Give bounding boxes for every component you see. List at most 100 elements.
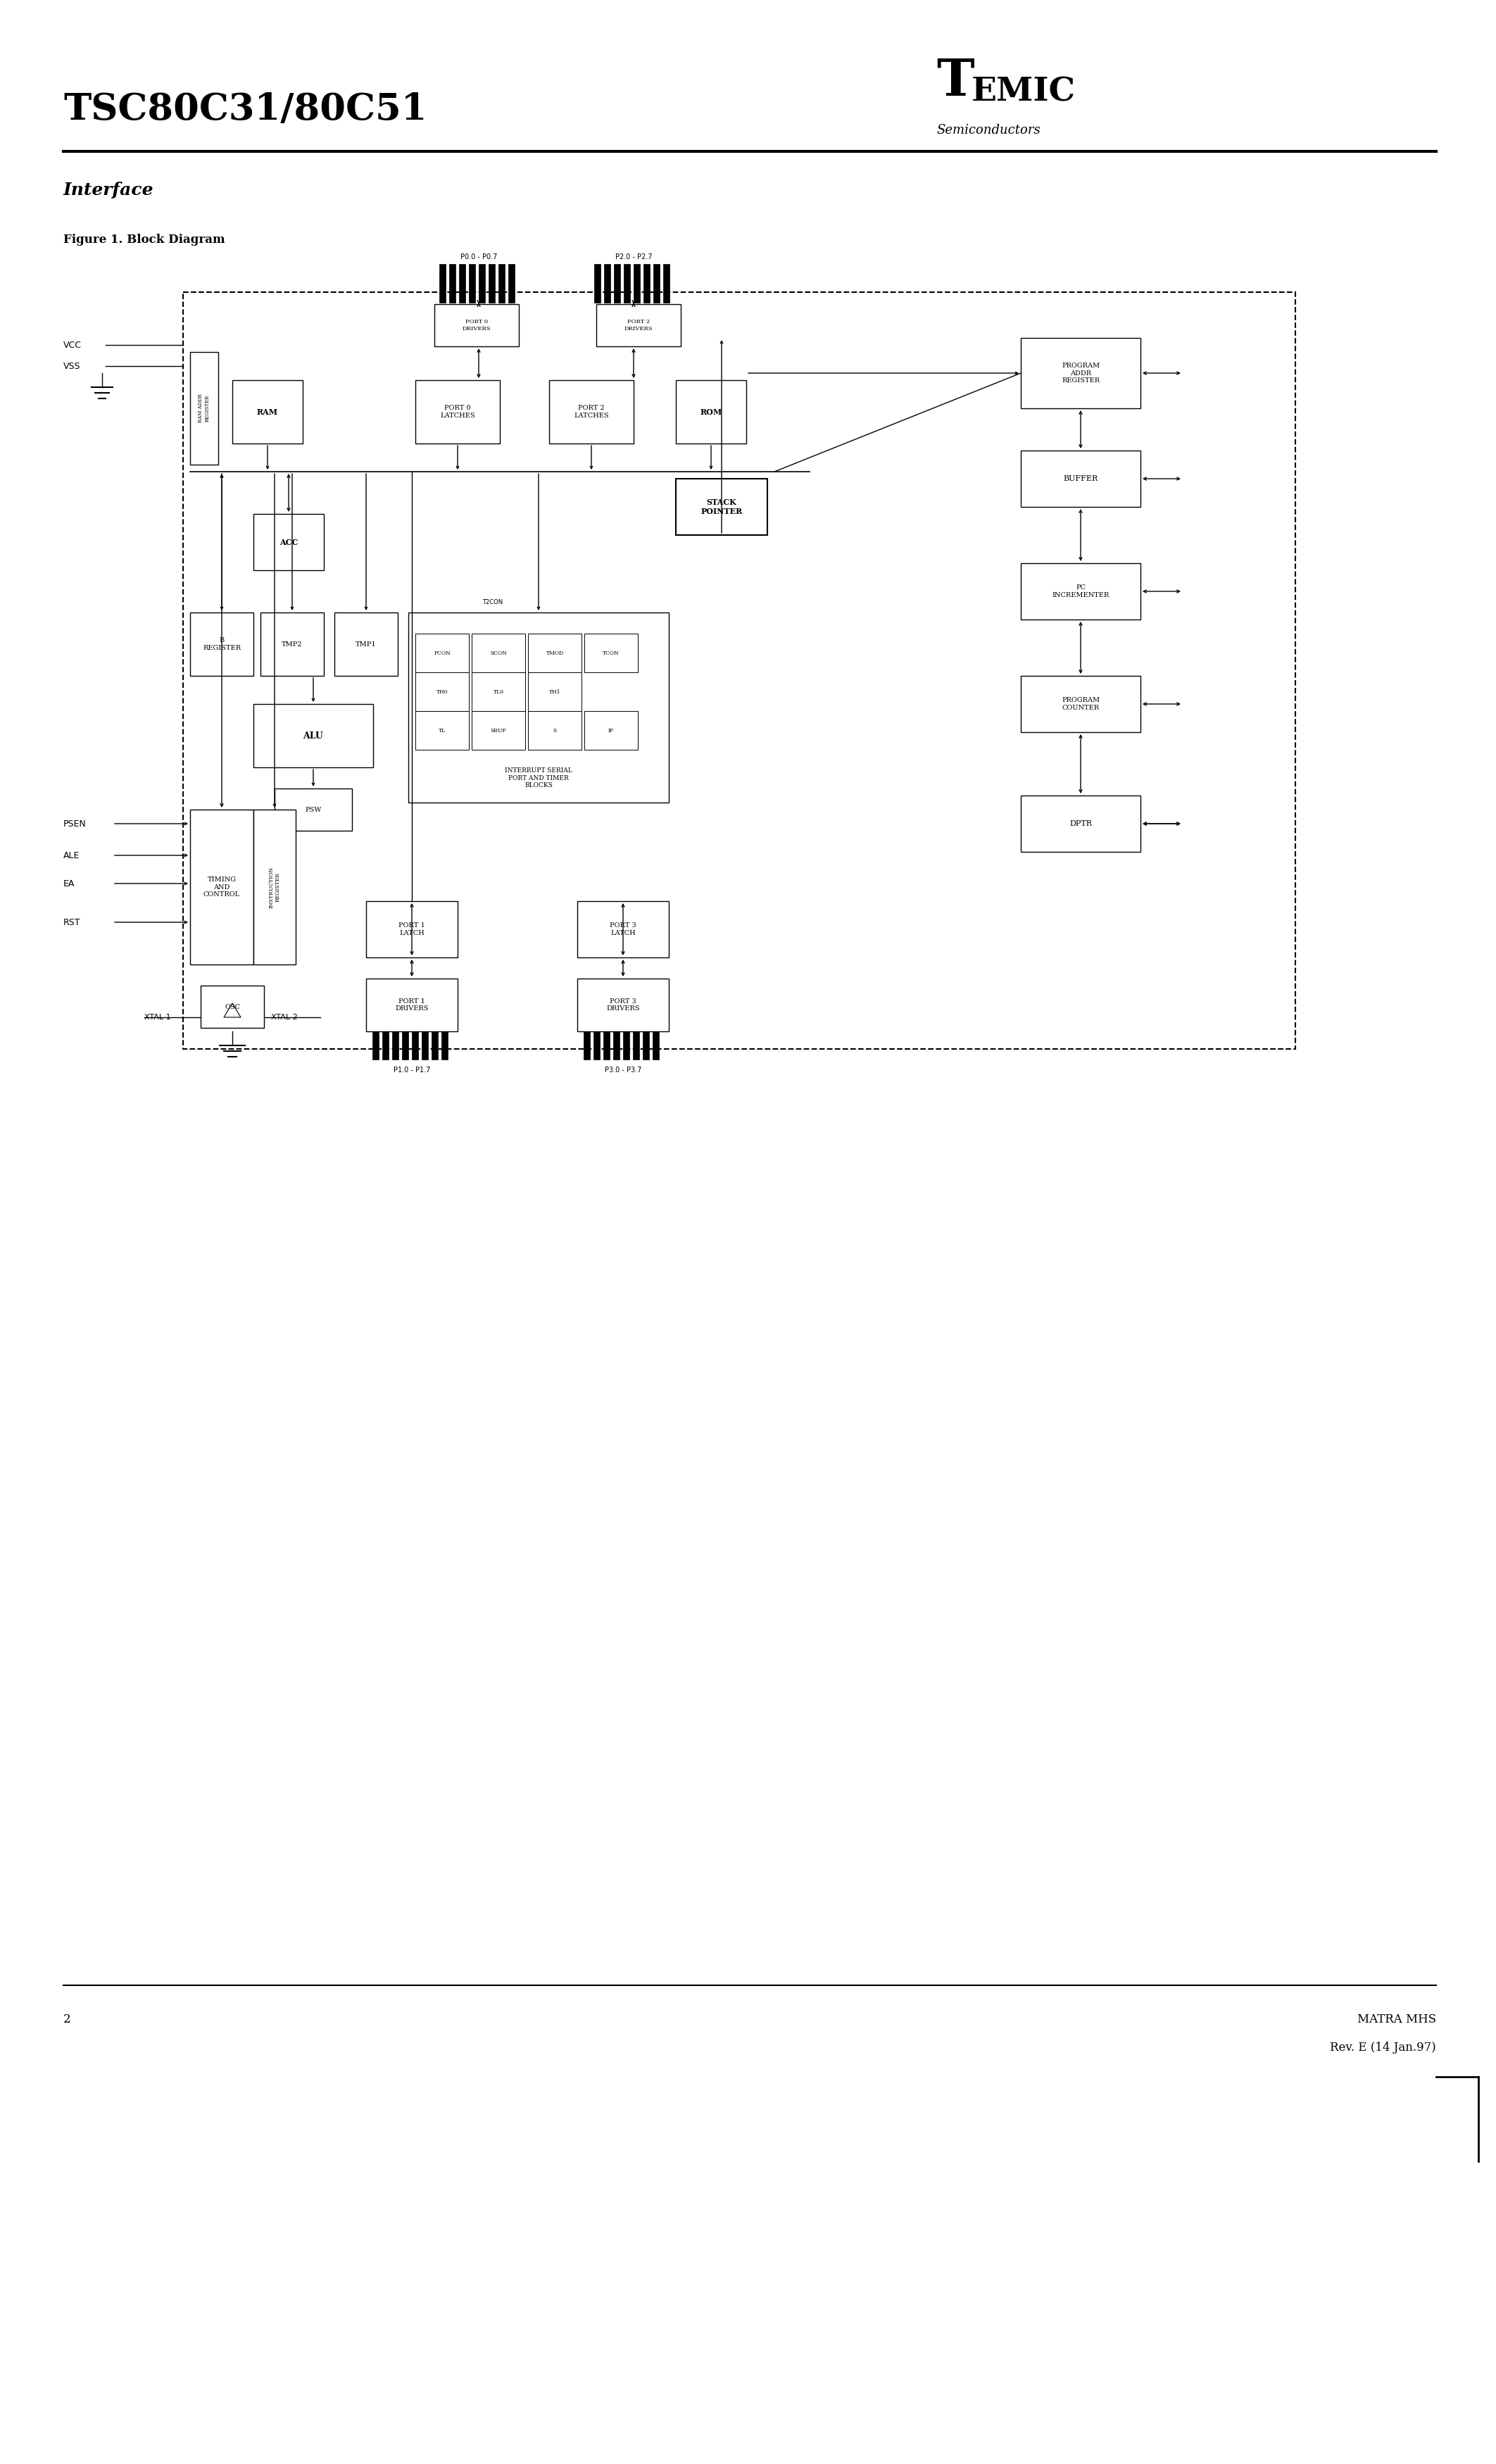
Bar — [676, 379, 747, 444]
Text: MATRA MHS: MATRA MHS — [1357, 2013, 1436, 2025]
Bar — [663, 264, 670, 303]
Bar — [275, 788, 352, 830]
Text: SBUF: SBUF — [491, 727, 506, 734]
Bar — [383, 1032, 389, 1060]
Text: PORT 3
DRIVERS: PORT 3 DRIVERS — [606, 998, 640, 1013]
Bar — [577, 978, 669, 1032]
Bar — [392, 1032, 398, 1060]
Text: ROM: ROM — [700, 409, 723, 416]
Text: T2CON: T2CON — [483, 599, 503, 606]
Bar — [613, 264, 621, 303]
Bar — [597, 303, 681, 347]
Bar — [440, 264, 446, 303]
Bar — [253, 515, 323, 569]
Text: TL0: TL0 — [494, 690, 504, 695]
Bar — [633, 1032, 639, 1060]
Bar — [449, 264, 455, 303]
Text: INTERRUPT SERIAL
PORT AND TIMER
BLOCKS: INTERRUPT SERIAL PORT AND TIMER BLOCKS — [504, 766, 573, 788]
Bar — [183, 293, 1296, 1050]
Text: ACC: ACC — [280, 537, 298, 547]
Bar — [1020, 675, 1140, 732]
Text: RST: RST — [63, 917, 81, 926]
Bar — [402, 1032, 408, 1060]
Bar — [200, 986, 263, 1027]
Text: PORT 2
DRIVERS: PORT 2 DRIVERS — [624, 320, 652, 330]
Bar — [253, 705, 373, 766]
Text: PSEN: PSEN — [63, 818, 87, 828]
Text: XTAL 2: XTAL 2 — [271, 1013, 298, 1020]
Text: TMP1: TMP1 — [356, 641, 377, 648]
Text: RAM ADDR
REGISTER: RAM ADDR REGISTER — [197, 394, 211, 424]
Text: ALE: ALE — [63, 850, 79, 860]
Text: B
REGISTER: B REGISTER — [203, 638, 241, 650]
Bar — [471, 712, 525, 749]
Bar — [232, 379, 302, 444]
Bar — [594, 1032, 600, 1060]
Bar — [676, 478, 767, 535]
Bar — [471, 673, 525, 712]
Bar — [422, 1032, 428, 1060]
Bar — [604, 264, 610, 303]
Bar — [585, 712, 637, 749]
Bar — [549, 379, 634, 444]
Bar — [367, 978, 458, 1032]
Bar — [624, 264, 630, 303]
Bar — [603, 1032, 610, 1060]
Text: PORT 2
LATCHES: PORT 2 LATCHES — [574, 404, 609, 419]
Bar — [441, 1032, 447, 1060]
Bar — [528, 673, 582, 712]
Bar — [489, 264, 495, 303]
Bar — [416, 673, 468, 712]
Bar — [260, 614, 323, 675]
Text: TSC80C31/80C51: TSC80C31/80C51 — [63, 91, 426, 128]
Text: PROGRAM
ADDR
REGISTER: PROGRAM ADDR REGISTER — [1062, 362, 1100, 384]
Text: Interface: Interface — [63, 182, 154, 200]
Bar — [1020, 338, 1140, 409]
Bar — [654, 264, 660, 303]
Bar — [652, 1032, 658, 1060]
Text: BUFFER: BUFFER — [1064, 476, 1098, 483]
Text: 2: 2 — [63, 2013, 70, 2025]
Text: T: T — [936, 57, 974, 106]
Text: P2.0 - P2.7: P2.0 - P2.7 — [615, 254, 652, 261]
Text: PSW: PSW — [305, 806, 322, 813]
Text: S: S — [554, 727, 557, 734]
Text: VSS: VSS — [63, 362, 81, 370]
Bar — [416, 712, 468, 749]
Bar — [509, 264, 515, 303]
Bar — [431, 1032, 438, 1060]
Text: PORT 3
LATCH: PORT 3 LATCH — [610, 922, 636, 936]
Bar — [190, 352, 218, 466]
Bar — [190, 614, 253, 675]
Bar — [528, 633, 582, 673]
Text: VCC: VCC — [63, 340, 82, 350]
Text: PORT 0
DRIVERS: PORT 0 DRIVERS — [462, 320, 491, 330]
Bar — [468, 264, 476, 303]
Text: STACK
POINTER: STACK POINTER — [700, 498, 742, 515]
Bar — [253, 811, 296, 963]
Bar — [498, 264, 504, 303]
Text: PROGRAM
COUNTER: PROGRAM COUNTER — [1062, 697, 1100, 710]
Text: P3.0 - P3.7: P3.0 - P3.7 — [604, 1067, 642, 1074]
Text: IP: IP — [609, 727, 613, 734]
Bar — [434, 303, 519, 347]
Text: Rev. E (14 Jan.97): Rev. E (14 Jan.97) — [1330, 2043, 1436, 2053]
Text: EMIC: EMIC — [971, 76, 1076, 108]
Text: TH1: TH1 — [549, 690, 561, 695]
Text: P1.0 - P1.7: P1.0 - P1.7 — [393, 1067, 431, 1074]
Bar — [577, 902, 669, 958]
Text: RAM: RAM — [257, 409, 278, 416]
Bar — [585, 633, 637, 673]
Text: TMOD: TMOD — [546, 650, 564, 655]
Text: TMP2: TMP2 — [281, 641, 302, 648]
Bar — [622, 1032, 630, 1060]
Bar — [583, 1032, 589, 1060]
Text: Figure 1. Block Diagram: Figure 1. Block Diagram — [63, 234, 224, 246]
Polygon shape — [224, 1003, 241, 1018]
Bar — [411, 1032, 419, 1060]
Bar — [1020, 564, 1140, 618]
Bar — [459, 264, 465, 303]
Bar — [594, 264, 600, 303]
Bar — [471, 633, 525, 673]
Bar — [373, 1032, 378, 1060]
